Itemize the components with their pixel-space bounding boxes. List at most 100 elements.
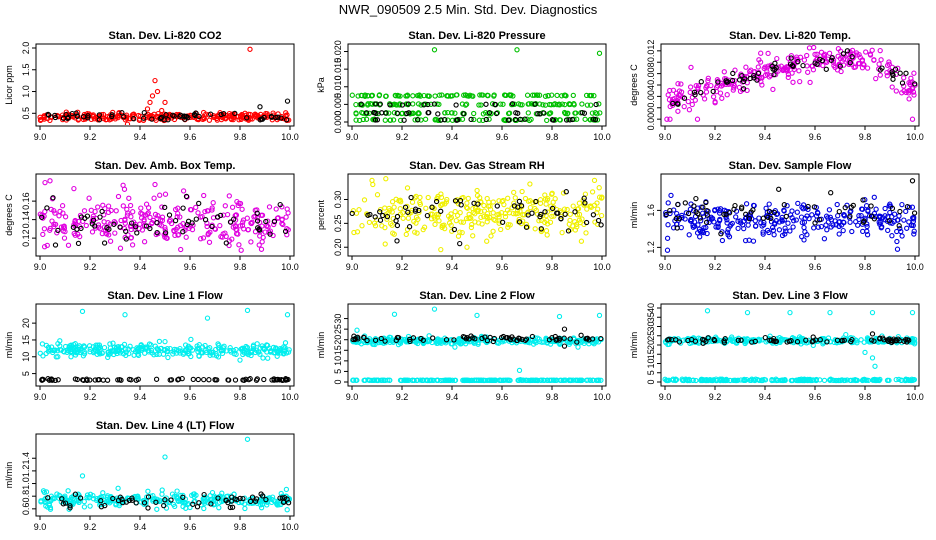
data-point <box>574 116 580 122</box>
data-point <box>110 340 116 346</box>
data-point <box>441 116 448 123</box>
data-point <box>878 57 884 63</box>
data-point <box>412 206 419 212</box>
data-point <box>799 219 805 226</box>
data-point <box>46 377 53 383</box>
data-point <box>688 64 694 71</box>
y-tick-label: 0.8 <box>21 490 31 503</box>
data-point <box>899 80 906 86</box>
data-point <box>128 234 135 241</box>
data-point <box>283 376 289 382</box>
data-point <box>100 202 106 208</box>
data-point <box>848 204 854 210</box>
y-tick-label: 5 <box>646 370 656 375</box>
x-tick-label: 9.2 <box>709 262 722 272</box>
data-point <box>463 204 470 211</box>
data-point <box>755 64 761 70</box>
data-point <box>259 116 266 122</box>
data-point <box>593 101 599 108</box>
data-point <box>480 117 486 124</box>
data-point <box>460 219 467 225</box>
data-point <box>81 344 88 350</box>
data-point <box>218 233 224 240</box>
data-point <box>101 240 108 246</box>
data-point <box>106 351 112 358</box>
data-point <box>253 377 260 383</box>
data-point <box>505 117 512 123</box>
y-tick-label: 5 <box>21 371 31 376</box>
data-point <box>211 493 217 499</box>
data-point <box>478 214 484 221</box>
x-tick-label: 9.8 <box>234 262 247 272</box>
data-point <box>849 228 855 235</box>
data-point <box>824 227 830 233</box>
data-point <box>522 337 528 343</box>
y-tick-label: 0.012 <box>646 40 656 63</box>
data-point <box>873 206 879 212</box>
data-point <box>729 77 736 84</box>
data-point <box>790 79 796 85</box>
data-point <box>40 376 46 383</box>
data-point <box>830 57 837 63</box>
data-point <box>42 179 48 186</box>
series-dense <box>37 178 291 253</box>
data-point <box>887 209 893 216</box>
data-point <box>524 92 531 98</box>
data-point <box>455 233 462 239</box>
data-point <box>390 117 397 123</box>
y-axis-label: ml/min <box>629 202 639 229</box>
data-point <box>531 92 538 98</box>
data-point <box>240 351 246 358</box>
data-point <box>682 200 688 206</box>
data-point <box>673 376 679 382</box>
data-point <box>877 213 883 219</box>
data-point <box>68 349 74 355</box>
data-point <box>103 230 109 236</box>
data-point <box>72 352 79 358</box>
data-point <box>50 347 56 354</box>
data-point <box>504 335 510 341</box>
data-point <box>590 116 597 122</box>
data-point <box>515 210 521 217</box>
data-point <box>126 195 132 201</box>
y-tick-label: 0.020 <box>333 40 343 63</box>
data-point <box>737 218 743 224</box>
data-point <box>189 347 196 353</box>
data-point <box>164 348 170 354</box>
data-point <box>569 116 575 123</box>
data-point <box>123 236 129 242</box>
data-point <box>674 225 680 231</box>
data-point <box>423 205 429 211</box>
data-point <box>200 116 206 123</box>
data-point <box>861 376 867 383</box>
data-point <box>253 496 260 502</box>
x-tick-label: 9.4 <box>134 132 147 142</box>
data-point <box>47 225 53 232</box>
data-point <box>184 221 190 228</box>
data-point <box>679 376 685 382</box>
panel-title: Stan. Dev. Line 3 Flow <box>732 290 848 302</box>
data-point <box>258 246 265 252</box>
data-point <box>147 225 153 232</box>
data-point <box>239 222 246 229</box>
data-point <box>245 226 252 233</box>
data-point <box>415 117 421 123</box>
data-point <box>492 101 498 108</box>
data-point <box>426 93 432 99</box>
data-point <box>552 101 558 107</box>
data-point <box>58 347 64 353</box>
data-point <box>748 209 754 215</box>
data-point <box>528 116 534 123</box>
data-point <box>72 376 79 382</box>
data-point <box>735 225 741 232</box>
data-point <box>785 220 791 226</box>
data-point <box>756 57 762 63</box>
data-point <box>175 224 181 230</box>
data-point <box>704 207 710 214</box>
data-point <box>826 207 833 213</box>
x-tick-label: 9.8 <box>234 522 247 532</box>
data-point <box>410 93 416 99</box>
data-point <box>138 205 144 211</box>
x-tick-label: 9.6 <box>809 392 822 402</box>
